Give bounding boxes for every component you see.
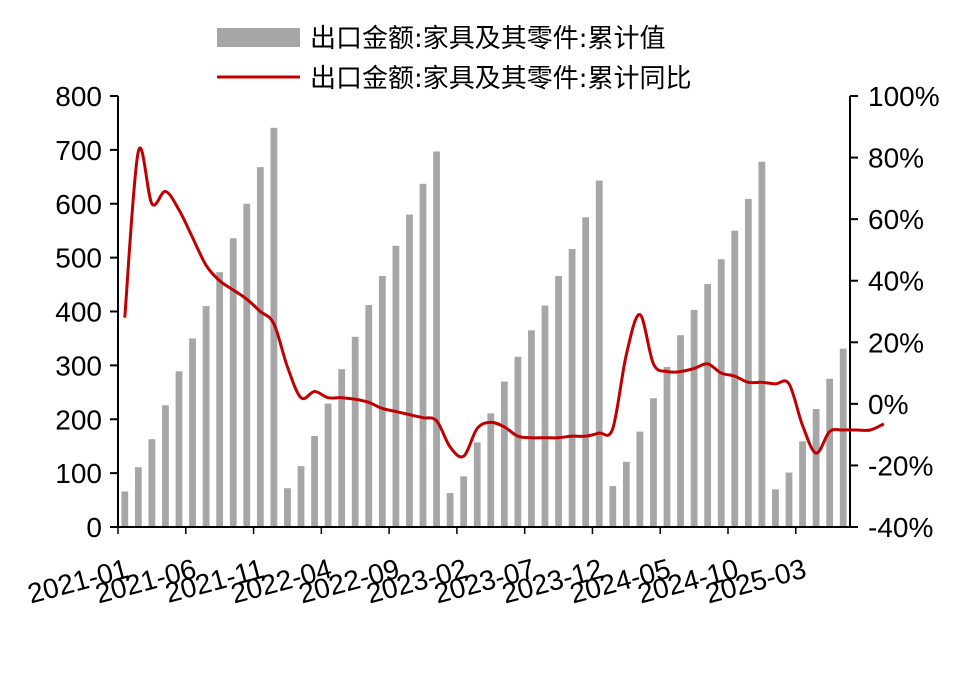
bar: [148, 439, 156, 527]
legend: 出口金额:家具及其零件:累计值 出口金额:家具及其零件:累计同比: [217, 24, 692, 94]
bar: [595, 180, 603, 527]
y-left-tick-label: 200: [55, 404, 102, 435]
bar: [446, 493, 454, 527]
bar: [351, 336, 359, 527]
bar: [568, 249, 576, 527]
bar: [134, 467, 142, 527]
bar: [622, 461, 630, 527]
bar: [433, 151, 440, 528]
bar: [839, 348, 847, 527]
bar: [758, 161, 766, 528]
bar: [704, 284, 712, 527]
bar: [677, 335, 684, 527]
y-right-tick-label: 40%: [868, 266, 924, 297]
y-right-tick-label: -20%: [868, 450, 933, 481]
y-right-tick-labels: -40% -20% 0% 20% 40% 60% 80% 100%: [868, 81, 940, 543]
bar: [636, 431, 644, 527]
bar: [216, 272, 224, 527]
bar: [419, 183, 427, 527]
axes: [110, 95, 858, 534]
bar: [297, 466, 305, 527]
bar: [555, 275, 562, 527]
bar: [690, 309, 698, 527]
y-right-tick-label: 60%: [868, 204, 924, 235]
bar: [311, 435, 318, 527]
y-right-tick-label: 20%: [868, 327, 924, 358]
y-right-tick-label: 0%: [868, 389, 908, 420]
bar: [785, 472, 793, 527]
legend-line-label: 出口金额:家具及其零件:累计同比: [310, 64, 692, 94]
bar: [324, 403, 332, 527]
bar: [514, 356, 522, 527]
y-left-tick-label: 0: [86, 512, 102, 543]
bar: [528, 330, 535, 527]
y-left-tick-label: 500: [55, 243, 102, 274]
bar: [609, 486, 617, 527]
y-left-tick-label: 100: [55, 458, 102, 489]
bar: [378, 275, 386, 527]
bar: [650, 398, 657, 527]
bar-series: [121, 127, 847, 528]
bar: [799, 441, 806, 527]
y-left-tick-label: 300: [55, 350, 102, 381]
bar: [582, 217, 590, 527]
bar: [473, 442, 481, 527]
bar: [406, 214, 413, 527]
bar: [460, 476, 468, 527]
y-left-tick-labels: 0 100 200 300 400 500 600 700 800: [55, 81, 102, 543]
bar: [162, 405, 169, 527]
bar: [826, 378, 834, 527]
bar: [256, 167, 264, 527]
bar: [500, 381, 508, 527]
y-left-tick-label: 800: [55, 81, 102, 112]
bar: [121, 491, 129, 527]
bar: [365, 305, 373, 527]
bar: [229, 238, 237, 528]
bar: [338, 369, 346, 527]
yoy-line: [123, 146, 885, 459]
bar: [717, 259, 725, 527]
bar: [243, 203, 251, 527]
y-left-tick-label: 600: [55, 189, 102, 220]
bar: [541, 305, 549, 527]
bar: [772, 489, 779, 527]
bar: [663, 366, 671, 527]
y-right-tick-label: -40%: [868, 512, 933, 543]
bar: [731, 230, 739, 527]
bar: [392, 245, 400, 527]
bar: [175, 371, 183, 527]
bar: [202, 306, 210, 527]
legend-bar-swatch: [217, 28, 300, 47]
y-right-tick-label: 80%: [868, 143, 924, 174]
bar: [487, 413, 495, 527]
line-series: [123, 146, 885, 459]
y-right-tick-label: 100%: [868, 81, 940, 112]
y-left-tick-label: 700: [55, 135, 102, 166]
bar: [189, 338, 196, 527]
bar: [284, 488, 291, 527]
y-left-tick-label: 400: [55, 297, 102, 328]
legend-bar-label: 出口金额:家具及其零件:累计值: [310, 24, 666, 54]
bar: [812, 409, 820, 527]
x-tick-labels: 2021-012021-062021-112022-042022-092023-…: [24, 553, 809, 610]
bar: [744, 198, 752, 527]
